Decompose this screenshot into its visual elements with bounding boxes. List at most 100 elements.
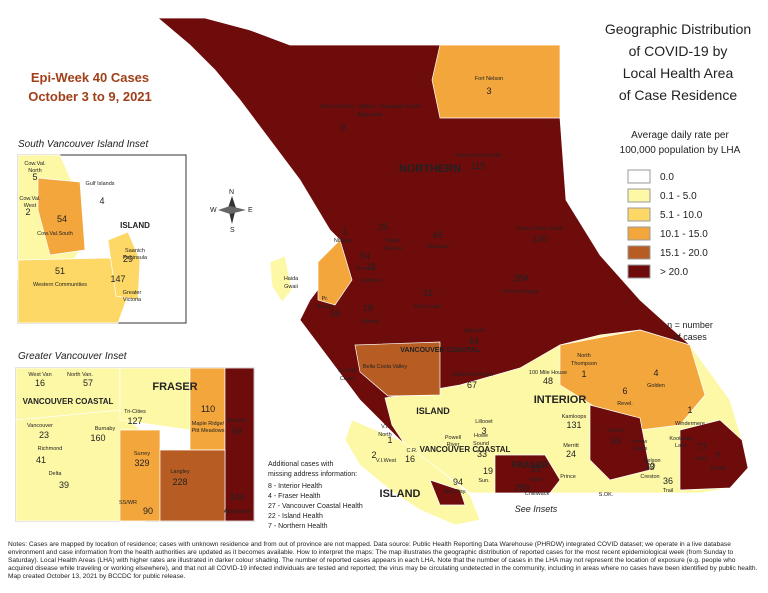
map-title: of COVID-19 by — [629, 43, 728, 59]
lha-cases: 100 — [532, 234, 547, 244]
lha-name: Cow.Val. — [24, 161, 46, 167]
lha-name: Surrey — [134, 451, 150, 457]
legend-swatch — [627, 264, 651, 279]
lha-name: 100 Mile House — [529, 370, 567, 376]
north-coast — [317, 239, 353, 306]
lha-name: Skeena — [384, 246, 404, 252]
lha-name: Burns Lake — [414, 304, 442, 310]
lha-cases: 65 — [433, 230, 443, 240]
lha-cases: 3 — [649, 462, 654, 472]
lha-name: V.I. — [381, 424, 389, 430]
lha-cases: 51 — [55, 266, 65, 276]
lha-name: Cariboo/Chilcotin — [451, 372, 493, 378]
epi-week-dates: October 3 to 9, 2021 — [28, 89, 152, 104]
lha-name: Golden — [647, 383, 665, 389]
compass-n: N — [229, 189, 234, 196]
lha-cases: 16 — [35, 378, 45, 388]
health-authority: ISLAND — [380, 488, 421, 500]
lha-cases: 48 — [543, 376, 553, 386]
lha-cases: 228 — [172, 477, 187, 487]
lha-cases: 64 — [469, 336, 479, 346]
lha-name: Gulf Islands — [85, 181, 114, 187]
lha-cases: 5 — [32, 172, 37, 182]
lha-name: North — [378, 432, 391, 438]
health-authority: FRASER — [511, 460, 549, 470]
lha-name: Hope — [529, 477, 542, 483]
missing-item: 27 - Vancouver Coastal Health — [268, 503, 363, 510]
health-authority: INTERIOR — [534, 394, 587, 406]
place-label: Coast — [340, 376, 355, 382]
lha-name: Peace River South — [517, 226, 563, 232]
lha-name: Burnaby — [95, 426, 116, 432]
lha-name: Chilliwack — [525, 491, 550, 497]
inset-label: VANCOUVER COASTAL — [23, 397, 114, 406]
compass: N W E S — [210, 189, 253, 234]
lha-name: C.R. — [407, 448, 418, 454]
legend-note: of cases — [673, 332, 707, 342]
lha-name: Fernie — [710, 466, 726, 472]
lha-name: Fort Nelson — [475, 76, 503, 82]
missing-title: missing address information: — [268, 471, 357, 478]
lha-cases: 284 — [513, 273, 528, 283]
lha-name: Maple Ridge/ — [192, 421, 225, 427]
compass-rose — [218, 206, 246, 214]
lha-cases: 33 — [477, 449, 487, 459]
lha-name: Smithers — [360, 278, 382, 284]
lha-name: North Van. — [67, 372, 93, 378]
map-title: Geographic Distribution — [605, 21, 751, 37]
legend-note: n = number — [667, 320, 713, 330]
legend-label: 10.1 - 15.0 — [660, 229, 708, 240]
health-authority: VANCOUVER COASTAL — [400, 347, 480, 354]
lha-cases: 67 — [467, 380, 477, 390]
labels: Epi-Week 40 Cases October 3 to 9, 2021 Geo… — [18, 21, 751, 530]
lha-name: North — [28, 168, 41, 174]
lha-name: Cow.Val.South — [37, 231, 73, 237]
lha-name: Lillooet — [475, 419, 493, 425]
lha-name: SS/WR — [119, 500, 137, 506]
lha-name: West — [24, 203, 37, 209]
lha-cases: 1 — [387, 435, 392, 445]
lha-name: Cow.Val. — [19, 196, 41, 202]
place-label: Central — [338, 368, 356, 374]
lha-cases: 94 — [453, 477, 463, 487]
lha-name: Nechako — [427, 244, 449, 250]
lha-cases: 147 — [110, 274, 125, 284]
lha-cases: 29 — [123, 254, 133, 264]
lha-name: Saanich — [125, 248, 145, 254]
lha-cases: 2 — [371, 450, 376, 460]
okanagan — [589, 404, 651, 481]
inset-title: South Vancouver Island Inset — [18, 139, 149, 150]
lha-cases: 1 — [342, 226, 347, 236]
legend-title: 100,000 population by LHA — [620, 145, 741, 156]
compass-s: S — [230, 227, 235, 234]
haida-gwaii — [269, 255, 293, 303]
lha-cases: 36 — [663, 476, 673, 486]
lha-cases: 6 — [622, 386, 627, 396]
svi-western — [17, 257, 131, 324]
inset-label: FRASER — [152, 381, 197, 393]
lha-cases: 329 — [134, 458, 149, 468]
place-label: Lakes — [633, 446, 648, 452]
lha-name: Aggregate — [357, 112, 382, 118]
place-label: S.OK. — [599, 492, 614, 498]
lha-cases: 9 — [340, 123, 345, 133]
lha-cases: 4 — [99, 196, 104, 206]
lha-name: Quesnel — [464, 328, 485, 334]
svi-cowval-south — [37, 177, 86, 256]
lha-name: Trail — [663, 488, 674, 494]
lha-name: Terrace — [356, 266, 374, 272]
lha-cases: 244 — [229, 492, 244, 502]
lha-cases: 1 — [581, 369, 586, 379]
lha-cases: 57 — [83, 378, 93, 388]
legend-swatch — [627, 226, 651, 241]
inset-label: ISLAND — [120, 221, 150, 230]
health-authority: NORTHERN — [399, 163, 461, 175]
legend-label: 0.0 — [660, 172, 674, 183]
lha-name: Peninsula — [123, 255, 148, 261]
lha-name: Vernon — [607, 428, 624, 434]
lha-cases: 131 — [566, 420, 581, 430]
lha-cases: 90 — [143, 506, 153, 516]
legend-swatch — [627, 188, 651, 203]
fraser-region — [494, 454, 561, 494]
gv-surrey — [119, 429, 161, 522]
